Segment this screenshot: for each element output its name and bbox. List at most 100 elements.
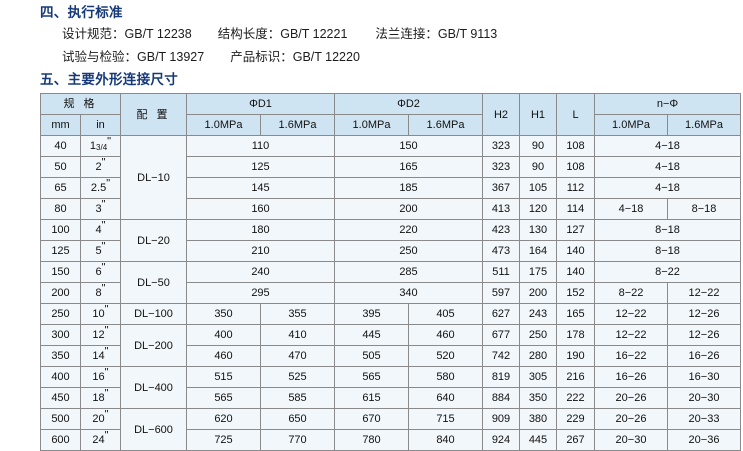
dimensions-table: 规 格 配 置 ΦD1 ΦD2 H2 H1 L n−Φ mm in 1.0MPa…	[40, 93, 741, 451]
cell-n-phi-1.6mpa: 20−36	[667, 429, 741, 451]
cell-size-in: 20"	[80, 408, 121, 430]
cell-n-phi-1.6mpa: 16−26	[667, 345, 741, 367]
header-d2-1.0mpa: 1.0MPa	[334, 114, 409, 136]
standard-label-product-marking: 产品标识：	[230, 50, 293, 64]
size-in-whole: 16	[92, 371, 105, 383]
cell-size-in: 5"	[80, 240, 121, 262]
inch-mark: "	[106, 177, 111, 190]
standard-item-product-marking: 产品标识：GB/T 12220	[230, 51, 360, 64]
size-in-fraction: 3/4	[96, 143, 108, 152]
size-in-whole: 2.5	[90, 182, 107, 194]
cell-n-phi-1.0mpa: 12−22	[594, 324, 668, 346]
cell-d2-merged: 220	[334, 219, 483, 241]
cell-n-phi-1.6mpa: 12−26	[667, 324, 741, 346]
cell-d2-1.0mpa: 615	[334, 387, 409, 409]
cell-d1-1.6mpa: 355	[260, 303, 335, 325]
header-diameter-d1: ΦD1	[186, 93, 335, 115]
cell-h1: 280	[519, 345, 557, 367]
cell-l: 229	[556, 408, 595, 430]
cell-d1-1.0mpa: 565	[186, 387, 261, 409]
cell-d1-1.6mpa: 585	[260, 387, 335, 409]
size-in-whole: 4	[95, 224, 102, 236]
cell-h1: 164	[519, 240, 557, 262]
cell-d2-merged: 185	[334, 177, 483, 199]
cell-size-mm: 400	[40, 366, 81, 388]
cell-l: 165	[556, 303, 595, 325]
cell-h1: 105	[519, 177, 557, 199]
cell-h1: 175	[519, 261, 557, 283]
cell-d2-1.0mpa: 395	[334, 303, 409, 325]
cell-config: DL−50	[120, 261, 187, 304]
standard-item-face-to-face: 结构长度：GB/T 12221	[218, 28, 348, 41]
cell-size-mm: 300	[40, 324, 81, 346]
size-in-whole: 24	[92, 434, 105, 446]
cell-d2-1.0mpa: 565	[334, 366, 409, 388]
cell-size-mm: 100	[40, 219, 81, 241]
cell-h2: 413	[482, 198, 520, 220]
cell-d2-1.0mpa: 780	[334, 429, 409, 451]
cell-h2: 367	[482, 177, 520, 199]
standard-value-face-to-face: GB/T 12221	[280, 27, 348, 41]
header-n-1.0mpa: 1.0MPa	[594, 114, 668, 136]
header-config: 配 置	[120, 93, 187, 136]
inch-mark: "	[101, 198, 106, 211]
cell-config: DL−600	[120, 408, 187, 451]
cell-size-mm: 350	[40, 345, 81, 367]
cell-size-mm: 600	[40, 429, 81, 451]
table-body: 40 13/4" DL−10 110 150 323 90 108 4−18 50 2" 125 165…	[40, 135, 741, 451]
cell-d1-1.0mpa: 725	[186, 429, 261, 451]
cell-h1: 445	[519, 429, 557, 451]
cell-l: 114	[556, 198, 595, 220]
cell-n-phi-merged: 8−22	[594, 261, 741, 283]
header-l: L	[556, 93, 595, 136]
cell-d2-merged: 285	[334, 261, 483, 283]
cell-n-phi-1.0mpa: 20−26	[594, 408, 668, 430]
cell-h1: 120	[519, 198, 557, 220]
inch-mark: "	[107, 135, 112, 148]
inch-mark: "	[104, 366, 109, 379]
inch-mark: "	[104, 387, 109, 400]
cell-d2-1.0mpa: 445	[334, 324, 409, 346]
cell-d2-1.6mpa: 460	[408, 324, 483, 346]
cell-size-in: 2.5"	[80, 177, 121, 199]
cell-d2-merged: 200	[334, 198, 483, 220]
cell-d1-merged: 295	[186, 282, 335, 304]
cell-n-phi-merged: 8−18	[594, 219, 741, 241]
cell-l: 178	[556, 324, 595, 346]
cell-l: 267	[556, 429, 595, 451]
header-spec-mm: mm	[40, 114, 81, 136]
header-n-1.6mpa: 1.6MPa	[667, 114, 741, 136]
size-in-whole: 18	[92, 392, 105, 404]
cell-d2-1.6mpa: 840	[408, 429, 483, 451]
cell-config: DL−10	[120, 135, 187, 220]
cell-size-mm: 125	[40, 240, 81, 262]
inch-mark: "	[101, 261, 106, 274]
size-in-whole: 3	[95, 203, 102, 215]
cell-h1: 130	[519, 219, 557, 241]
cell-d2-1.6mpa: 405	[408, 303, 483, 325]
cell-n-phi-merged: 4−18	[594, 156, 741, 178]
size-in-whole: 5	[95, 245, 102, 257]
cell-n-phi-1.0mpa: 20−26	[594, 387, 668, 409]
cell-d1-merged: 110	[186, 135, 335, 157]
cell-d2-merged: 340	[334, 282, 483, 304]
cell-d1-1.6mpa: 525	[260, 366, 335, 388]
size-in-whole: 14	[92, 350, 105, 362]
table-row: 40 13/4" DL−10 110 150 323 90 108 4−18	[40, 135, 741, 220]
cell-n-phi-1.6mpa: 12−22	[667, 282, 741, 304]
cell-h2: 473	[482, 240, 520, 262]
table-row: 150 6" DL−50 240 285 511 175 140 8−22	[40, 261, 741, 304]
cell-n-phi-1.6mpa: 20−30	[667, 387, 741, 409]
table-row: 250 10" DL−100 350 355 395 405 627 243 165 12−22 12…	[40, 303, 741, 325]
cell-l: 108	[556, 135, 595, 157]
inch-mark: "	[104, 345, 109, 358]
cell-h1: 200	[519, 282, 557, 304]
cell-h2: 323	[482, 135, 520, 157]
size-in-whole: 10	[92, 308, 105, 320]
inch-mark: "	[104, 303, 109, 316]
cell-size-in: 3"	[80, 198, 121, 220]
cell-size-in: 13/4"	[80, 135, 121, 157]
cell-size-mm: 65	[40, 177, 81, 199]
cell-d2-1.6mpa: 640	[408, 387, 483, 409]
cell-d2-1.0mpa: 505	[334, 345, 409, 367]
